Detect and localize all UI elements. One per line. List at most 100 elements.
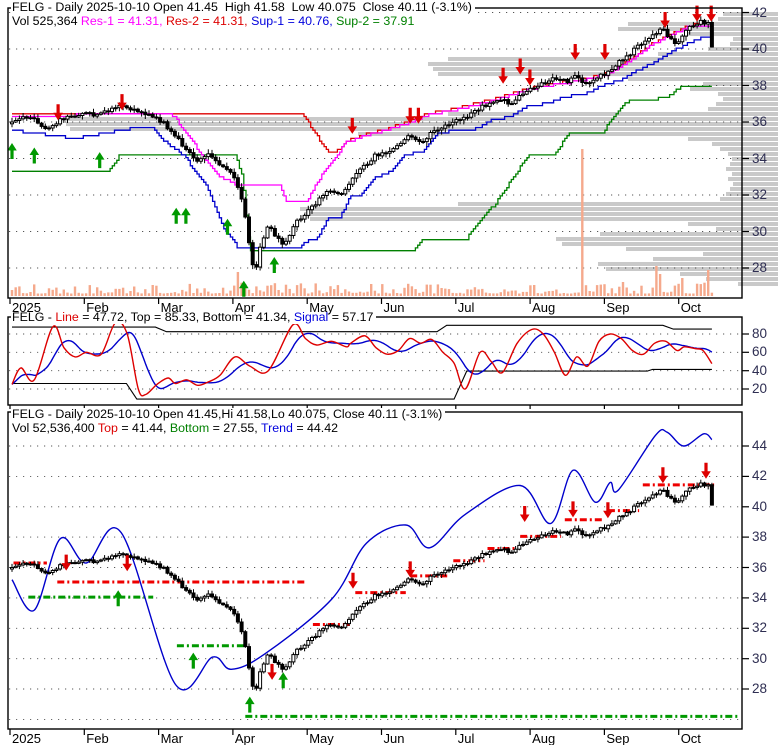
oscillator-plot-area[interactable] bbox=[8, 317, 742, 405]
x-axis-label: May bbox=[309, 731, 334, 745]
legend-item: Vol 52,536,400 bbox=[12, 421, 98, 435]
volume-profile-bar bbox=[708, 107, 778, 111]
volume-profile-bar bbox=[720, 197, 778, 201]
y-axis-label: 40 bbox=[752, 41, 768, 56]
volume-profile-bar bbox=[658, 52, 778, 56]
legend-item: Res-1 = 41.31, bbox=[80, 14, 166, 28]
volume-profile-bar bbox=[66, 122, 778, 126]
x-axis-label: 2025 bbox=[12, 300, 41, 315]
volume-profile-bar bbox=[688, 222, 778, 226]
legend-item: FELG - bbox=[12, 310, 56, 324]
oscillator-panel-legend: FELG - Line = 47.72, Top = 85.33, Bottom… bbox=[11, 310, 377, 324]
daily-panel-legend: Vol 52,536,400 Top = 41.44, Bottom = 27.… bbox=[11, 421, 342, 435]
volume-profile-bar bbox=[626, 247, 778, 251]
legend-item: Sup-1 = 40.76, bbox=[251, 14, 337, 28]
x-axis-label: Apr bbox=[234, 731, 256, 745]
volume-profile-bar bbox=[730, 42, 778, 46]
volume-profile-bar bbox=[716, 102, 778, 106]
legend-item: Vol 525,364 bbox=[12, 14, 81, 28]
y-axis-label: 36 bbox=[752, 559, 768, 575]
legend-item: Sup-2 = 37.91 bbox=[336, 14, 415, 28]
volume-profile-bar bbox=[723, 12, 778, 16]
y-axis-label: 30 bbox=[752, 223, 768, 239]
y-axis-label: 40 bbox=[752, 498, 768, 514]
volume-profile-bar bbox=[732, 172, 778, 176]
legend-item: = 41.44, bbox=[117, 421, 170, 435]
x-axis-label: Jun bbox=[383, 300, 405, 315]
gridlines bbox=[9, 12, 741, 269]
volume-profile-bar bbox=[606, 267, 778, 271]
indicator-line bbox=[12, 34, 713, 249]
volume-profile-bar bbox=[716, 227, 778, 231]
y-axis-label: 42 bbox=[752, 4, 768, 20]
x-axis-label: May bbox=[309, 300, 334, 315]
volume-profile-bar bbox=[688, 137, 778, 141]
volume-profile-bar bbox=[726, 167, 778, 171]
y-axis-label: 80 bbox=[752, 326, 768, 341]
volume-profile-bar bbox=[730, 187, 778, 191]
volume-profile-bar bbox=[703, 252, 778, 256]
y-axis-label: 34 bbox=[752, 589, 768, 605]
legend-item: Bottom bbox=[169, 421, 210, 435]
y-axis-label: 20 bbox=[752, 381, 768, 396]
gridlines bbox=[9, 445, 741, 720]
x-axis-label: Mar bbox=[160, 300, 183, 315]
x-axis-label: Jul bbox=[457, 731, 475, 745]
legend-item: = 47.72, Top = 85.33, Bottom = 41.34, bbox=[78, 310, 294, 324]
y-axis-label: 40 bbox=[752, 362, 768, 378]
y-axis-label: 28 bbox=[752, 260, 768, 275]
x-axis-label: Feb bbox=[86, 300, 109, 315]
x-axis-label: Feb bbox=[86, 731, 109, 745]
volume-profile-bar bbox=[70, 127, 778, 131]
y-axis-label: 32 bbox=[752, 620, 768, 636]
volume-profile-bar bbox=[726, 192, 778, 196]
volume-profile-bar bbox=[458, 202, 778, 206]
x-axis-label: Oct bbox=[680, 731, 701, 745]
daily-chart-plot-area[interactable] bbox=[8, 412, 742, 729]
volume-profile-bar bbox=[703, 82, 778, 86]
x-axis-label: Aug bbox=[532, 731, 556, 745]
y-axis-label: 38 bbox=[752, 77, 768, 93]
volume-profile-bar bbox=[680, 272, 778, 276]
legend-item: Top bbox=[97, 421, 118, 435]
x-axis-label: Oct bbox=[680, 300, 701, 315]
x-axis-label: Apr bbox=[234, 300, 256, 315]
legend-item: Trend bbox=[260, 421, 293, 435]
y-axis-label: 34 bbox=[752, 150, 768, 166]
volume-profile-bar bbox=[718, 17, 778, 21]
volume-profile-bar bbox=[556, 237, 778, 241]
volume-profile-bar bbox=[730, 162, 778, 166]
legend-item: Res-2 = 41.31, bbox=[165, 14, 252, 28]
legend-item: Signal bbox=[293, 310, 329, 324]
volume-profile-bar bbox=[688, 32, 778, 36]
volume-profile-bar bbox=[728, 177, 778, 181]
volume-profile-bar bbox=[433, 67, 778, 71]
volume-profile-bar bbox=[723, 97, 778, 101]
oscillator-lines bbox=[11, 321, 713, 400]
volume-profile-bar bbox=[448, 112, 778, 116]
buy-arrows-price bbox=[7, 143, 280, 297]
y-axis-label: 42 bbox=[752, 468, 768, 484]
y-axis-label: 44 bbox=[752, 438, 768, 453]
price-panel-title: FELG - Daily 2025-10-10 Open 41.45 High … bbox=[11, 1, 475, 14]
volume-profile-bar bbox=[428, 62, 778, 66]
volume-profile-bar bbox=[653, 257, 778, 261]
x-axis-label: Mar bbox=[160, 731, 183, 745]
price-candles bbox=[10, 16, 714, 271]
x-axis-label: 2025 bbox=[12, 731, 41, 745]
volume-profile-bar bbox=[618, 27, 778, 31]
sell-arrows-price bbox=[53, 5, 716, 134]
x-axis-label: Jun bbox=[383, 731, 405, 745]
sell-arrows-daily bbox=[61, 462, 711, 680]
volume-profile-bar bbox=[733, 182, 778, 186]
volume-profile-bar bbox=[720, 147, 778, 151]
legend-item: = 27.55, bbox=[209, 421, 261, 435]
price-panel-legend: Vol 525,364 Res-1 = 41.31, Res-2 = 41.31… bbox=[11, 14, 418, 28]
volume-profile-bar bbox=[712, 142, 778, 146]
price-chart-plot-area[interactable] bbox=[8, 8, 742, 298]
volume-profile-bar bbox=[628, 77, 778, 81]
volume-profile-bar bbox=[598, 262, 778, 266]
volume-profile-bar bbox=[728, 152, 778, 156]
